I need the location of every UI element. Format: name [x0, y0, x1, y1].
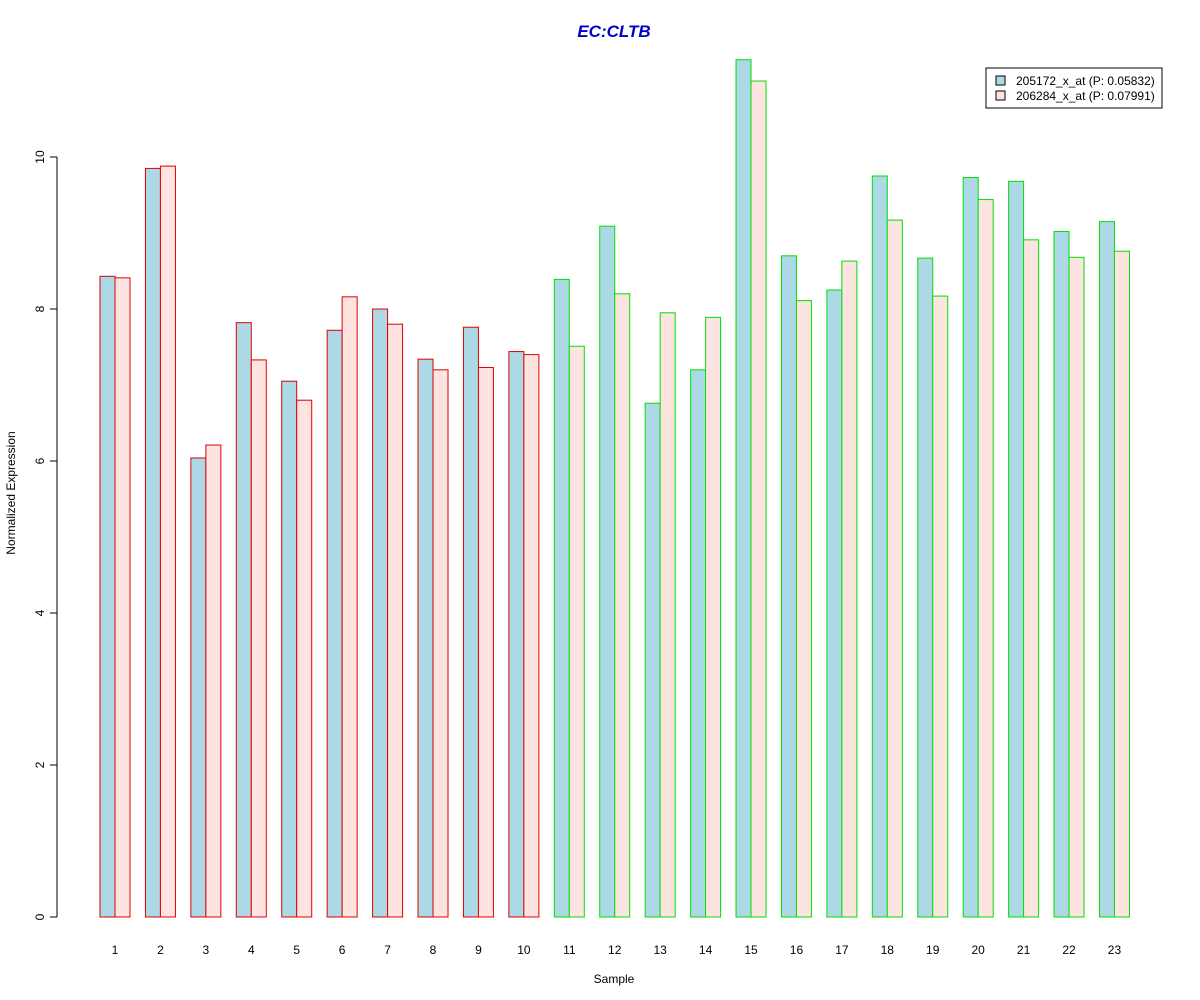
x-tick-label: 15: [744, 943, 758, 957]
bar-sample-1-series-1: [99, 275, 116, 918]
legend-label-series-2: 206284_x_at (P: 0.07991): [1016, 89, 1155, 103]
bar-sample-5-series-1: [281, 380, 298, 918]
legend-swatch-series-1: [995, 75, 1006, 86]
bar-sample-14-series-1: [690, 369, 707, 918]
bar-sample-11-series-2: [568, 345, 585, 918]
bar-sample-21-series-2: [1023, 239, 1040, 918]
bar-sample-11-series-1: [553, 278, 570, 918]
bar-sample-16-series-2: [795, 300, 812, 918]
bar-sample-4-series-2: [250, 359, 267, 918]
bar-sample-1-series-2: [114, 277, 131, 918]
x-tick-label: 22: [1062, 943, 1076, 957]
bar-sample-3-series-2: [205, 444, 222, 918]
x-tick-label: 13: [653, 943, 667, 957]
bar-sample-19-series-1: [917, 257, 934, 918]
bar-sample-3-series-1: [190, 457, 207, 918]
bar-sample-8-series-1: [417, 358, 434, 918]
bar-sample-2-series-2: [159, 165, 176, 918]
y-tick-label: 4: [33, 609, 47, 616]
y-tick-label: 0: [33, 913, 47, 920]
x-tick-label: 21: [1017, 943, 1031, 957]
bar-sample-23-series-2: [1113, 250, 1130, 918]
chart-title: EC:CLTB: [577, 22, 650, 41]
x-tick-label: 1: [112, 943, 119, 957]
y-tick-label: 2: [33, 761, 47, 768]
legend-label-series-1: 205172_x_at (P: 0.05832): [1016, 74, 1155, 88]
legend-swatch-series-2: [995, 90, 1006, 101]
bar-sample-10-series-2: [523, 354, 540, 918]
bar-sample-16-series-1: [780, 255, 797, 918]
legend-box: [985, 67, 1163, 109]
bar-sample-9-series-2: [477, 367, 494, 918]
bar-sample-4-series-1: [235, 322, 252, 918]
bar-sample-22-series-2: [1068, 256, 1085, 918]
bar-sample-12-series-1: [599, 225, 616, 918]
x-tick-label: 9: [475, 943, 482, 957]
x-tick-label: 3: [203, 943, 210, 957]
x-tick-label: 5: [293, 943, 300, 957]
bar-sample-13-series-1: [644, 402, 661, 918]
x-tick-label: 6: [339, 943, 346, 957]
bar-sample-6-series-2: [341, 296, 358, 918]
bar-sample-23-series-1: [1098, 221, 1115, 918]
bar-sample-17-series-1: [826, 289, 843, 918]
bar-sample-18-series-1: [871, 175, 888, 918]
y-axis: 0 2 4 6 8 10: [33, 150, 58, 920]
y-axis-label: Normalized Expression: [4, 431, 18, 554]
bar-sample-13-series-2: [659, 312, 676, 918]
x-tick-label: 10: [517, 943, 531, 957]
bar-sample-22-series-1: [1053, 230, 1070, 918]
y-tick-label: 6: [33, 457, 47, 464]
x-tick-labels: 1 2 3 4 5 6 7 8 9 10 11 12 13 14 15 16 17 18 19 20 21 22 23: [112, 943, 1122, 957]
bar-sample-5-series-2: [296, 399, 313, 918]
x-tick-label: 12: [608, 943, 622, 957]
bar-sample-17-series-2: [841, 260, 858, 918]
bar-sample-6-series-1: [326, 329, 343, 918]
x-tick-label: 7: [384, 943, 391, 957]
x-tick-label: 2: [157, 943, 164, 957]
bar-sample-8-series-2: [432, 369, 449, 918]
bar-sample-18-series-2: [886, 219, 903, 918]
bar-sample-20-series-2: [977, 199, 994, 918]
x-tick-label: 18: [881, 943, 895, 957]
bar-sample-10-series-1: [508, 351, 525, 918]
bar-sample-15-series-1: [735, 59, 752, 918]
y-tick-label: 8: [33, 305, 47, 312]
x-axis-label: Sample: [594, 972, 635, 986]
bar-sample-19-series-2: [932, 295, 949, 918]
legend: 205172_x_at (P: 0.05832) 206284_x_at (P:…: [985, 67, 1163, 109]
bar-sample-20-series-1: [962, 177, 979, 918]
x-tick-label: 17: [835, 943, 849, 957]
bar-sample-15-series-2: [750, 80, 767, 918]
bar-sample-2-series-1: [144, 167, 161, 918]
bar-sample-9-series-1: [462, 326, 479, 918]
x-tick-label: 8: [430, 943, 437, 957]
y-tick-label: 10: [33, 150, 47, 164]
x-tick-label: 19: [926, 943, 940, 957]
bar-sample-12-series-2: [614, 293, 631, 918]
x-tick-label: 14: [699, 943, 713, 957]
x-tick-label: 23: [1108, 943, 1122, 957]
x-tick-label: 16: [790, 943, 804, 957]
bar-sample-21-series-1: [1008, 180, 1025, 918]
bar-sample-7-series-1: [372, 308, 389, 918]
bars-layer: [99, 59, 1130, 918]
x-tick-label: 20: [971, 943, 985, 957]
bar-sample-14-series-2: [705, 316, 722, 918]
bar-sample-7-series-2: [387, 323, 404, 918]
x-tick-label: 11: [563, 943, 576, 957]
x-tick-label: 4: [248, 943, 255, 957]
